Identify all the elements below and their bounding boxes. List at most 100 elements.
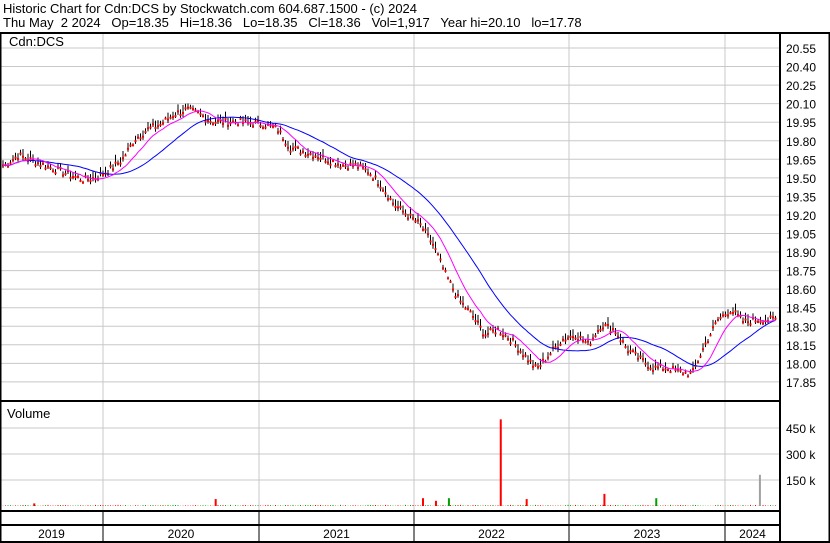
close-point	[289, 150, 292, 153]
close-point	[332, 160, 334, 163]
close-point	[622, 340, 624, 343]
close-point	[729, 312, 732, 315]
close-point	[187, 106, 189, 109]
close-point	[407, 217, 409, 220]
short-moving-average-line	[2, 110, 776, 373]
close-point	[357, 167, 359, 170]
y-tick-label: 18.00	[786, 357, 816, 371]
close-point	[454, 295, 457, 298]
close-point	[319, 157, 322, 160]
close-point	[397, 206, 399, 209]
close-point	[367, 172, 369, 175]
close-point	[664, 368, 667, 371]
close-point	[514, 344, 517, 347]
close-point	[254, 120, 257, 123]
close-point	[649, 367, 652, 370]
volume-spike	[499, 419, 502, 506]
close-point	[164, 117, 167, 120]
close-point	[349, 162, 352, 165]
close-point	[497, 327, 499, 330]
close-point	[712, 326, 714, 329]
close-point	[517, 350, 519, 353]
close-point	[242, 121, 244, 124]
close-point	[354, 162, 357, 165]
close-point	[54, 172, 57, 175]
close-point	[199, 113, 202, 116]
close-point	[612, 328, 614, 331]
close-point	[294, 146, 297, 149]
close-point	[529, 359, 532, 362]
close-point	[679, 369, 682, 372]
close-point	[542, 358, 544, 361]
x-tick-label: 2022	[478, 527, 505, 541]
close-point	[77, 176, 79, 179]
close-point	[257, 120, 259, 123]
close-point	[754, 320, 757, 323]
close-point	[482, 334, 484, 337]
close-point	[149, 126, 152, 129]
close-point	[152, 123, 154, 126]
close-point	[587, 340, 589, 343]
close-point	[624, 345, 627, 348]
close-point	[49, 166, 52, 169]
close-point	[432, 243, 434, 246]
close-point	[474, 320, 477, 323]
close-point	[449, 280, 452, 283]
close-point	[617, 335, 619, 338]
close-point	[274, 125, 277, 128]
close-point	[394, 206, 397, 209]
close-point	[637, 357, 639, 360]
close-point	[22, 155, 24, 158]
close-point	[139, 137, 142, 140]
close-point	[434, 248, 437, 251]
close-point	[402, 210, 404, 213]
close-point	[312, 156, 314, 159]
close-point	[237, 124, 239, 127]
close-point	[207, 119, 209, 122]
close-point	[442, 267, 444, 270]
close-point	[372, 178, 374, 181]
close-point	[252, 125, 254, 128]
close-point	[732, 311, 734, 314]
close-point	[387, 198, 389, 201]
close-point	[194, 109, 197, 112]
close-point	[684, 371, 687, 374]
close-point	[117, 162, 119, 165]
y-tick-label: 18.60	[786, 283, 816, 297]
close-point	[399, 205, 402, 208]
close-point	[479, 325, 482, 328]
close-point	[282, 139, 284, 142]
close-point	[134, 140, 137, 143]
volume-spike	[422, 498, 424, 506]
close-point	[292, 147, 294, 150]
y-tick-label: 18.90	[786, 246, 816, 260]
close-point	[527, 360, 529, 363]
chart-title: Historic Chart for Cdn:DCS by Stockwatch…	[3, 1, 418, 16]
close-point	[172, 116, 174, 119]
close-point	[147, 127, 149, 130]
close-point	[419, 223, 422, 226]
close-point	[537, 366, 539, 369]
close-point	[59, 167, 62, 170]
close-point	[689, 371, 692, 374]
close-point	[582, 339, 584, 342]
close-point	[259, 125, 262, 128]
y-tick-label: 19.20	[786, 209, 816, 223]
close-point	[72, 176, 74, 179]
close-point	[739, 315, 742, 318]
close-point	[579, 335, 582, 338]
close-point	[317, 157, 319, 160]
close-point	[159, 123, 162, 126]
close-point	[722, 314, 724, 317]
close-point	[227, 124, 229, 127]
close-point	[162, 122, 164, 125]
volume-tick-label: 300 k	[786, 448, 816, 462]
close-point	[34, 164, 37, 167]
x-tick-label: 2023	[634, 527, 661, 541]
close-point	[574, 337, 577, 340]
close-point	[424, 228, 427, 231]
close-point	[422, 228, 424, 231]
close-point	[29, 157, 32, 160]
close-point	[559, 343, 562, 346]
close-point	[462, 302, 464, 305]
